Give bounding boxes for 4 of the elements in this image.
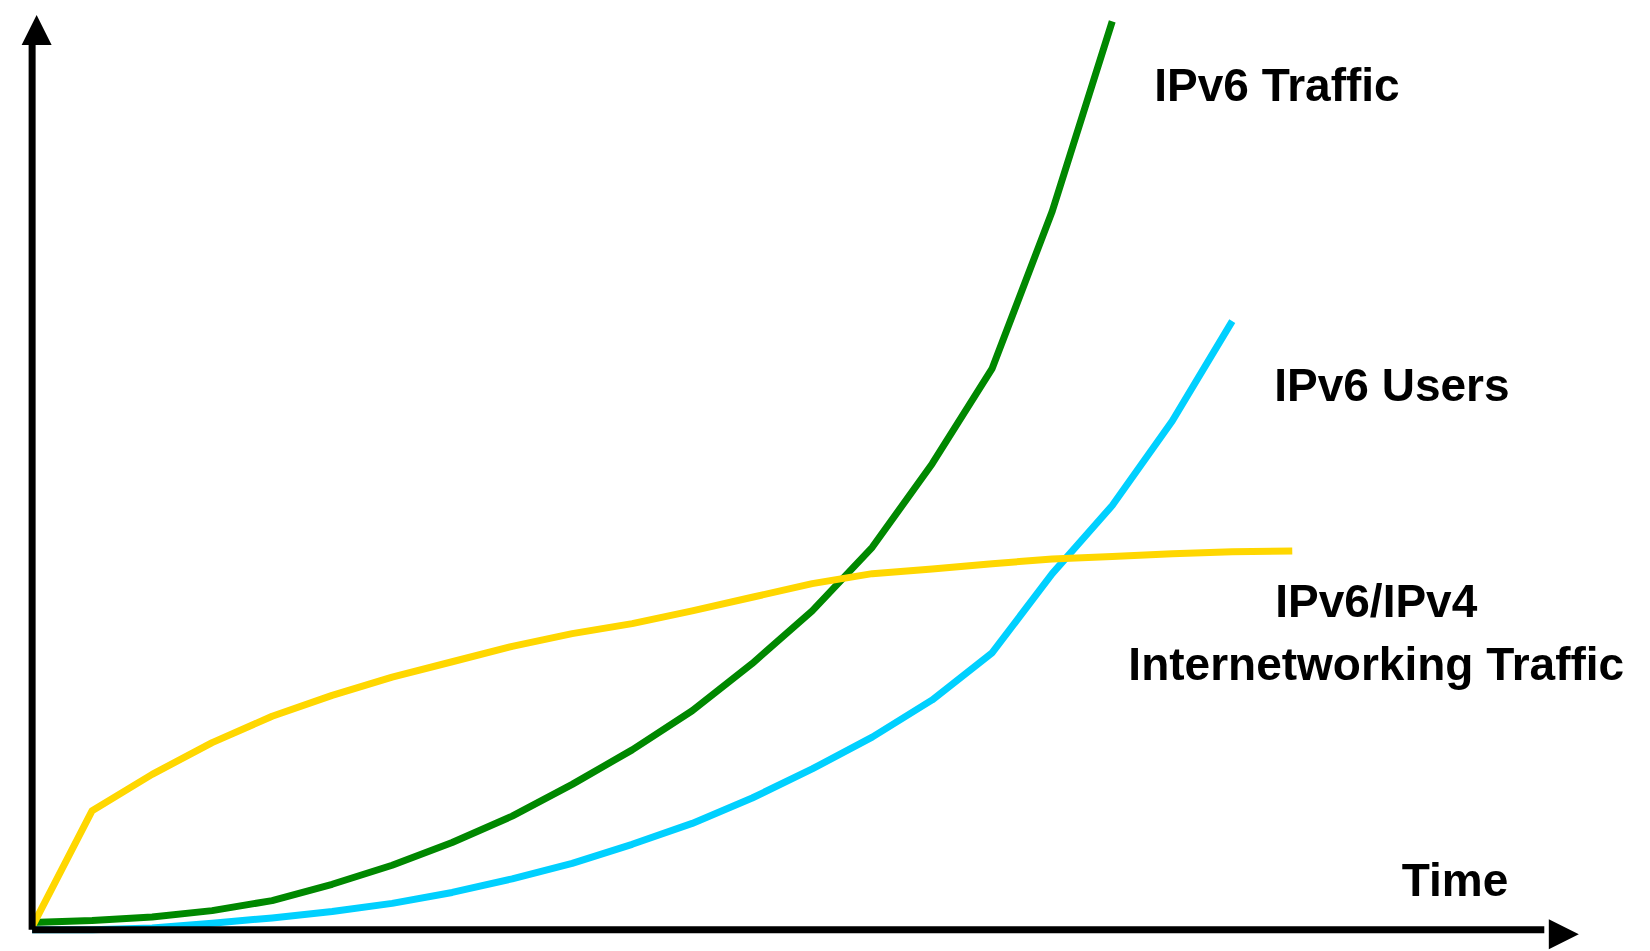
series-label: IPv6 Traffic [1154, 58, 1400, 111]
x-axis-title: Time [1401, 853, 1509, 906]
series-label: IPv6 Users [1274, 358, 1510, 411]
series-label: IPv6/IPv4 Internetworking Traffic [1128, 575, 1625, 690]
